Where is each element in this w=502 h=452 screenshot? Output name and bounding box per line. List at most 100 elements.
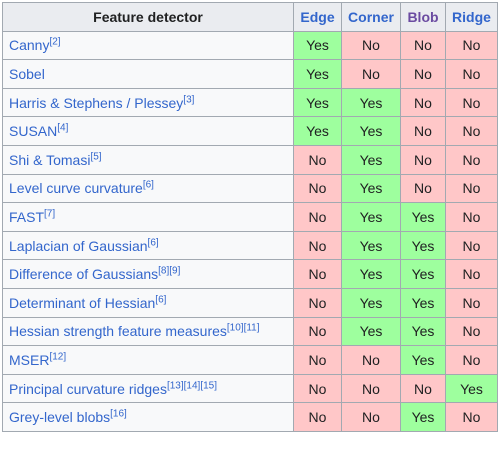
detector-name-cell: Principal curvature ridges[13][14][15]: [2, 373, 294, 404]
corner-support-cell: Yes: [341, 202, 401, 232]
blob-support-cell: Yes: [400, 230, 446, 261]
detector-link[interactable]: FAST: [9, 208, 45, 225]
corner-support-cell: No: [341, 373, 401, 404]
feature-detector-table: Feature detector Edge Corner Blob Ridge …: [2, 2, 498, 432]
ridge-support-cell: No: [445, 345, 498, 375]
edge-support-cell: No: [293, 173, 342, 204]
detector-link[interactable]: Shi & Tomasi: [9, 151, 91, 168]
blob-support-cell: No: [400, 87, 446, 118]
edge-support-cell: No: [293, 402, 342, 432]
reference-link[interactable]: [8][9]: [158, 265, 181, 277]
corner-support-cell: No: [341, 402, 401, 432]
detector-name-cell: Canny[2]: [2, 30, 294, 61]
corner-support-cell: No: [341, 345, 401, 375]
header-blob[interactable]: Blob: [400, 2, 446, 32]
blob-support-cell: Yes: [400, 202, 446, 232]
detector-link[interactable]: Grey-level blobs: [9, 409, 111, 426]
table-row: Hessian strength feature measures[10][11…: [2, 316, 498, 347]
detector-link[interactable]: Level curve curvature: [9, 180, 143, 197]
table-row: Shi & Tomasi[5] No Yes No No: [2, 144, 498, 175]
reference-link[interactable]: [4]: [57, 122, 69, 134]
ridge-support-cell: No: [445, 402, 498, 432]
corner-support-cell: Yes: [341, 144, 401, 175]
reference-link[interactable]: [16]: [110, 408, 127, 420]
reference-link[interactable]: [6]: [147, 236, 159, 248]
ridge-support-cell: No: [445, 116, 498, 146]
ridge-support-cell: No: [445, 287, 498, 318]
reference-link[interactable]: [10][11]: [226, 322, 260, 334]
header-feature-detector[interactable]: Feature detector: [2, 2, 294, 32]
corner-support-cell: Yes: [341, 287, 401, 318]
reference-link[interactable]: [2]: [49, 36, 61, 48]
detector-name-cell: Hessian strength feature measures[10][11…: [2, 316, 294, 347]
detector-name-cell: Shi & Tomasi[5]: [2, 144, 294, 175]
blob-support-cell: Yes: [400, 316, 446, 347]
edge-support-cell: Yes: [293, 59, 342, 89]
detector-name-cell: FAST[7]: [2, 202, 294, 232]
blob-support-cell: Yes: [400, 259, 446, 289]
table-row: Sobel Yes No No No: [2, 59, 498, 89]
edge-support-cell: No: [293, 287, 342, 318]
table-row: FAST[7] No Yes Yes No: [2, 202, 498, 232]
table-row: Canny[2] Yes No No No: [2, 30, 498, 61]
edge-support-cell: No: [293, 259, 342, 289]
edge-support-cell: No: [293, 373, 342, 404]
detector-link[interactable]: Laplacian of Gaussian: [9, 237, 148, 254]
blob-support-cell: Yes: [400, 345, 446, 375]
detector-name-cell: SUSAN[4]: [2, 116, 294, 146]
ridge-support-cell: No: [445, 230, 498, 261]
blob-support-cell: No: [400, 173, 446, 204]
edge-support-cell: No: [293, 230, 342, 261]
reference-link[interactable]: [6]: [142, 179, 154, 191]
detector-link[interactable]: Canny: [9, 37, 50, 54]
corner-support-cell: Yes: [341, 230, 401, 261]
blob-support-cell: No: [400, 373, 446, 404]
reference-link[interactable]: [3]: [183, 93, 195, 105]
reference-link[interactable]: [6]: [155, 294, 167, 306]
blob-support-cell: Yes: [400, 402, 446, 432]
corner-support-cell: Yes: [341, 316, 401, 347]
ridge-support-cell: No: [445, 144, 498, 175]
corner-support-cell: Yes: [341, 259, 401, 289]
reference-link[interactable]: [7]: [44, 208, 56, 220]
edge-support-cell: No: [293, 316, 342, 347]
table-row: MSER[12] No No Yes No: [2, 345, 498, 375]
detector-link[interactable]: Sobel: [9, 65, 45, 82]
blob-support-cell: No: [400, 59, 446, 89]
table-row: Determinant of Hessian[6] No Yes Yes No: [2, 287, 498, 318]
table-row: Grey-level blobs[16] No No Yes No: [2, 402, 498, 432]
corner-support-cell: No: [341, 30, 401, 61]
header-corner[interactable]: Corner: [341, 2, 401, 32]
edge-support-cell: Yes: [293, 30, 342, 61]
detector-link[interactable]: Difference of Gaussians: [9, 266, 159, 283]
table-row: Level curve curvature[6] No Yes No No: [2, 173, 498, 204]
corner-support-cell: Yes: [341, 116, 401, 146]
blob-support-cell: No: [400, 30, 446, 61]
table-header-row: Feature detector Edge Corner Blob Ridge: [2, 2, 498, 32]
detector-name-cell: Grey-level blobs[16]: [2, 402, 294, 432]
detector-link[interactable]: Harris & Stephens / Plessey: [9, 94, 184, 111]
ridge-support-cell: No: [445, 259, 498, 289]
detector-link[interactable]: MSER: [9, 351, 50, 368]
ridge-support-cell: No: [445, 59, 498, 89]
detector-link[interactable]: Hessian strength feature measures: [9, 323, 227, 340]
reference-link[interactable]: [12]: [49, 351, 67, 363]
header-edge[interactable]: Edge: [293, 2, 342, 32]
table-row: Laplacian of Gaussian[6] No Yes Yes No: [2, 230, 498, 261]
detector-name-cell: Determinant of Hessian[6]: [2, 287, 294, 318]
detector-link[interactable]: Determinant of Hessian: [9, 294, 156, 311]
detector-link[interactable]: SUSAN: [9, 123, 58, 140]
edge-support-cell: No: [293, 345, 342, 375]
detector-name-cell: Level curve curvature[6]: [2, 173, 294, 204]
detector-name-cell: Harris & Stephens / Plessey[3]: [2, 87, 294, 118]
detector-name-cell: Laplacian of Gaussian[6]: [2, 230, 294, 261]
table-row: Harris & Stephens / Plessey[3] Yes Yes No No: [2, 87, 498, 118]
ridge-support-cell: No: [445, 87, 498, 118]
reference-link[interactable]: [13][14][15]: [166, 379, 218, 391]
blob-support-cell: Yes: [400, 287, 446, 318]
reference-link[interactable]: [5]: [90, 151, 102, 163]
header-ridge[interactable]: Ridge: [445, 2, 498, 32]
detector-link[interactable]: Principal curvature ridges: [9, 380, 167, 397]
blob-support-cell: No: [400, 116, 446, 146]
ridge-support-cell: No: [445, 173, 498, 204]
